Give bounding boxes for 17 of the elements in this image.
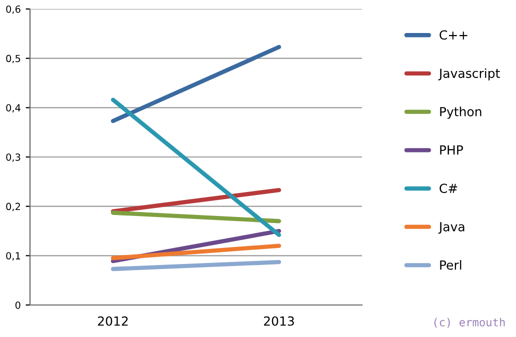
y-tick-label: 0,1	[6, 252, 20, 260]
y-tick-label: 0,2	[6, 202, 20, 212]
y-tick-label: 0	[15, 301, 20, 309]
y-tick-label: 0,5	[6, 54, 20, 64]
legend-label: PHP	[440, 145, 463, 155]
y-tick-label: 0,3	[6, 153, 20, 162]
legend-label: Perl	[440, 260, 462, 270]
legend-label: Javascript	[438, 68, 500, 80]
legend-label: C++	[440, 30, 468, 40]
y-tick-label: 0,4	[6, 104, 20, 112]
y-tick-label: 0,6	[6, 5, 20, 14]
x-tick-label: 2012	[98, 316, 128, 326]
legend-label: C#	[440, 184, 458, 194]
legend-label: Java	[438, 222, 464, 234]
x-tick-label: 2013	[264, 316, 294, 326]
legend-label: Python	[440, 106, 482, 119]
text: (c) ermouth	[434, 318, 505, 328]
